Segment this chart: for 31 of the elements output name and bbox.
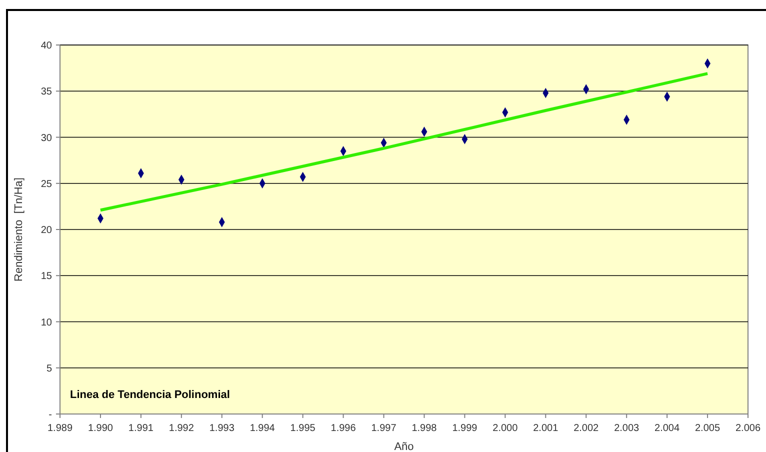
y-tick-label: 40 bbox=[40, 40, 52, 52]
x-tick-label: 1.996 bbox=[330, 423, 356, 434]
x-tick-label: 1.993 bbox=[209, 423, 235, 434]
y-tick-label: 15 bbox=[40, 271, 52, 282]
y-tick-label: 30 bbox=[40, 132, 52, 144]
x-tick-label: 2.001 bbox=[533, 423, 559, 434]
x-tick-label: 2.002 bbox=[574, 423, 600, 434]
x-tick-label: 1.999 bbox=[452, 423, 478, 434]
x-tick-label: 1.991 bbox=[128, 423, 154, 434]
annotation: Linea de Tendencia Polinomial bbox=[70, 389, 230, 401]
y-tick-label: 5 bbox=[46, 363, 52, 374]
y-tick-label: 35 bbox=[40, 86, 52, 98]
y-tick-label: - bbox=[48, 410, 52, 420]
x-tick-label: 1.989 bbox=[47, 423, 73, 434]
x-tick-label: 2.004 bbox=[654, 423, 680, 434]
y-tick-label: 20 bbox=[40, 225, 52, 236]
x-tick-label: 2.000 bbox=[492, 423, 518, 434]
x-tick-label: 1.990 bbox=[88, 423, 114, 434]
y-axis-title: Rendimiento [Tn/Ha] bbox=[13, 178, 25, 282]
x-tick-label: 1.992 bbox=[168, 423, 194, 434]
x-axis-title: Año bbox=[394, 441, 414, 452]
x-tick-label: 1.997 bbox=[371, 423, 397, 434]
x-tick-label: 1.994 bbox=[250, 423, 276, 434]
x-tick-label: 1.995 bbox=[290, 423, 316, 434]
x-tick-label: 2.006 bbox=[735, 423, 761, 434]
line-series bbox=[98, 72, 710, 212]
x-tick-label: 1.998 bbox=[412, 423, 438, 434]
y-tick-label: 25 bbox=[40, 178, 52, 190]
y-tick-label: 10 bbox=[40, 317, 52, 328]
x-tick-label: 2.005 bbox=[695, 423, 720, 434]
x-tick-label: 2.003 bbox=[614, 423, 640, 434]
